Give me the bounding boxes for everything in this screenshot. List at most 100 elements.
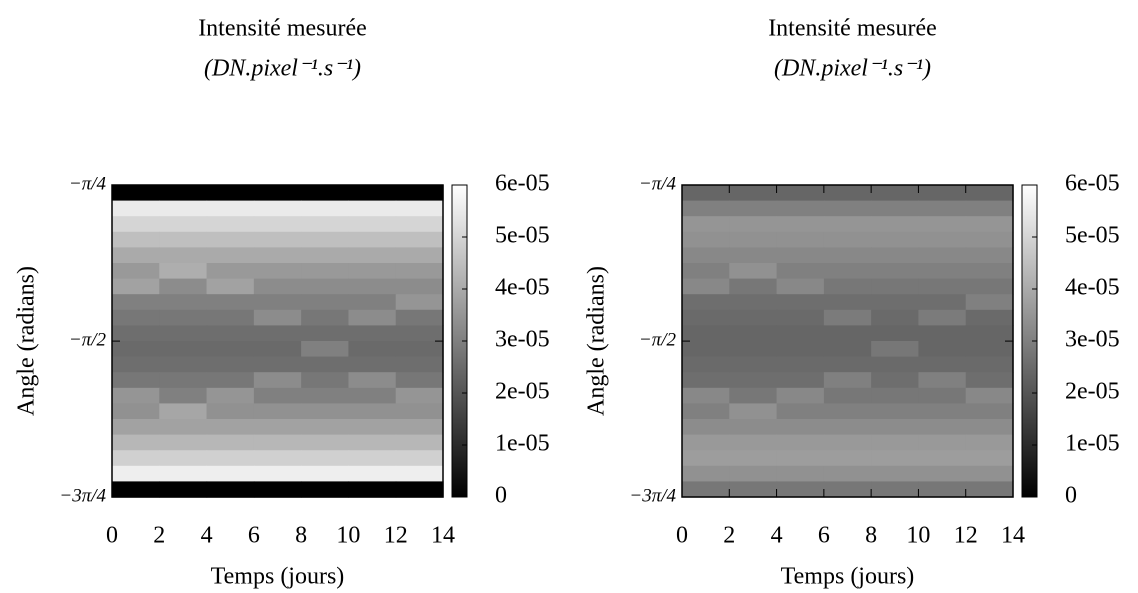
heatmap-cell xyxy=(348,247,397,264)
colorbar-tick-label: 6e-05 xyxy=(1065,171,1120,197)
heatmap-cell xyxy=(918,231,967,248)
heatmap-cell xyxy=(112,465,160,482)
x-tick-label: 8 xyxy=(295,523,307,549)
heatmap-cell xyxy=(823,387,872,404)
heatmap-cell xyxy=(965,247,1014,264)
heatmap-cell xyxy=(348,341,397,358)
heatmap-cell xyxy=(965,216,1014,233)
heatmap-cell xyxy=(395,294,444,311)
heatmap-cell xyxy=(395,341,444,358)
heatmap-cell xyxy=(112,450,160,467)
heatmap-cell xyxy=(965,356,1014,373)
heatmap-cell xyxy=(918,325,967,342)
heatmap-cell xyxy=(729,372,778,389)
heatmap-cell xyxy=(682,325,730,342)
heatmap-cell xyxy=(301,341,350,358)
heatmap-cell xyxy=(395,372,444,389)
colorbar-tick-label: 0 xyxy=(495,483,507,509)
chart-title: Intensité mesurée xyxy=(768,16,937,42)
heatmap-cell xyxy=(206,185,255,202)
heatmap-cell xyxy=(729,341,778,358)
heatmap-cell xyxy=(823,200,872,217)
heatmap-cell xyxy=(729,278,778,295)
chart-title: Intensité mesurée xyxy=(198,16,367,42)
heatmap-cell xyxy=(112,419,160,436)
heatmap-cell xyxy=(682,216,730,233)
heatmap-cell xyxy=(206,341,255,358)
heatmap-cell xyxy=(159,387,208,404)
heatmap-cell xyxy=(301,387,350,404)
heatmap-cell xyxy=(918,185,967,202)
heatmap-cell xyxy=(776,481,825,498)
heatmap-cell xyxy=(823,372,872,389)
heatmap-cell xyxy=(395,356,444,373)
x-tick-label: 0 xyxy=(676,523,688,549)
heatmap-cell xyxy=(348,403,397,420)
heatmap-cell xyxy=(682,247,730,264)
heatmap-cell xyxy=(112,247,160,264)
heatmap-cell xyxy=(965,465,1014,482)
heatmap-cell xyxy=(206,278,255,295)
heatmap-cell xyxy=(871,341,920,358)
heatmap-cell xyxy=(729,294,778,311)
heatmap-cell xyxy=(206,325,255,342)
heatmap-cell xyxy=(965,372,1014,389)
heatmap-cell xyxy=(301,372,350,389)
heatmap-cell xyxy=(823,185,872,202)
heatmap-cell xyxy=(159,450,208,467)
heatmap-cell xyxy=(159,403,208,420)
heatmap-cell xyxy=(682,419,730,436)
x-tick-label: 4 xyxy=(771,523,783,549)
heatmap-cell xyxy=(776,247,825,264)
x-tick-label: 10 xyxy=(336,523,360,549)
heatmap-cell xyxy=(918,356,967,373)
heatmap-cell xyxy=(395,247,444,264)
heatmap-cell xyxy=(206,294,255,311)
heatmap-cell xyxy=(253,185,302,202)
heatmap-cell xyxy=(301,185,350,202)
heatmap-cell xyxy=(729,465,778,482)
y-tick-label: −π/2 xyxy=(639,329,677,350)
heatmap-cell xyxy=(159,185,208,202)
heatmap-cell xyxy=(395,419,444,436)
colorbar-tick-label: 5e-05 xyxy=(495,223,550,249)
heatmap-cell xyxy=(682,403,730,420)
heatmap-cell xyxy=(682,465,730,482)
heatmap-cell xyxy=(918,419,967,436)
heatmap-cell xyxy=(729,185,778,202)
heatmap-cell xyxy=(301,465,350,482)
colorbar-tick-label: 5e-05 xyxy=(1065,223,1120,249)
heatmap-cell xyxy=(965,309,1014,326)
heatmap-cell xyxy=(965,403,1014,420)
heatmap-cell xyxy=(871,247,920,264)
heatmap-cell xyxy=(965,200,1014,217)
heatmap-cell xyxy=(918,341,967,358)
heatmap-cell xyxy=(206,403,255,420)
heatmap-cell xyxy=(682,185,730,202)
heatmap-cell xyxy=(206,216,255,233)
heatmap-cell xyxy=(206,309,255,326)
heatmap-cell xyxy=(776,231,825,248)
y-tick-label: −3π/4 xyxy=(59,485,106,506)
x-tick-label: 0 xyxy=(106,523,118,549)
heatmap-cell xyxy=(301,450,350,467)
heatmap-cell xyxy=(112,356,160,373)
heatmap-cell xyxy=(918,434,967,451)
heatmap-cell xyxy=(112,263,160,280)
chart-subtitle: (DN.pixel⁻¹.s⁻¹) xyxy=(204,56,361,82)
heatmap-cell xyxy=(918,387,967,404)
heatmap-cell xyxy=(823,403,872,420)
heatmap-cell xyxy=(348,231,397,248)
x-tick-label: 14 xyxy=(1001,523,1025,549)
heatmap-cell xyxy=(253,309,302,326)
heatmap-cell xyxy=(871,387,920,404)
heatmap-cell xyxy=(112,325,160,342)
colorbar-tick-label: 1e-05 xyxy=(495,431,550,457)
heatmap-cell xyxy=(682,481,730,498)
heatmap-cell xyxy=(348,325,397,342)
heatmap-cell xyxy=(871,263,920,280)
heatmap-cell xyxy=(682,356,730,373)
x-axis-label: Temps (jours) xyxy=(781,564,915,590)
heatmap-cell xyxy=(729,216,778,233)
